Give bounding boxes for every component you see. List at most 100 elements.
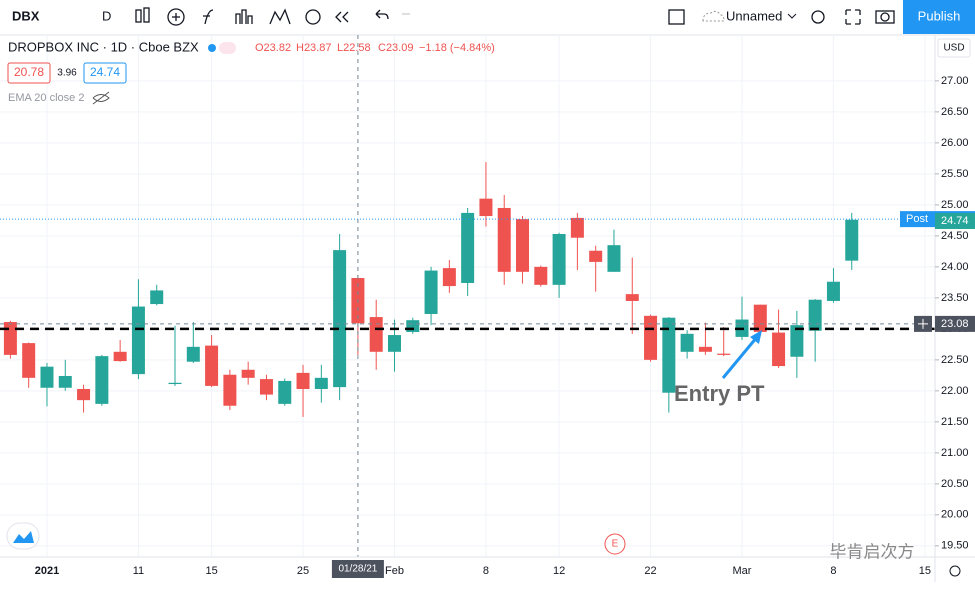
crosshair-y-label: 23.08 (941, 318, 969, 330)
last-price-label: 24.74 (941, 215, 969, 227)
candle-body (717, 353, 731, 355)
interval[interactable]: D (102, 8, 111, 23)
candle-body (442, 268, 456, 287)
candle-body (387, 335, 401, 352)
candle-body (259, 379, 273, 395)
candle-body (131, 306, 145, 375)
x-tick-label: 15 (919, 565, 931, 577)
candle-body (772, 332, 786, 367)
x-tick-label: 2021 (35, 565, 59, 577)
candle-body (625, 294, 639, 301)
y-tick-label: 22.50 (941, 354, 969, 366)
post-tag-box (900, 211, 935, 228)
candle-body (461, 212, 475, 283)
crosshair-y-box (935, 315, 975, 332)
last-price-box (935, 212, 975, 229)
candle-body (77, 388, 91, 401)
y-tick-label: 26.00 (941, 137, 969, 149)
candle-body (333, 250, 347, 388)
currency-box[interactable] (937, 38, 971, 58)
dropdown-icon[interactable] (787, 13, 797, 19)
candle-body (516, 219, 530, 272)
crosshair-x-box (331, 560, 384, 578)
event-marker[interactable] (604, 533, 626, 555)
status-badge (219, 42, 236, 54)
candle-body (406, 320, 420, 332)
y-tick-label: 20.00 (941, 509, 969, 521)
x-tick-label: Feb (385, 565, 404, 577)
post-tag: Post (906, 213, 928, 225)
candle-body (223, 374, 237, 406)
settings-icon[interactable] (949, 565, 961, 577)
toolbar (0, 0, 975, 35)
annotation: Entry PT (674, 381, 765, 406)
candle-body (150, 290, 164, 305)
candle-body (552, 234, 566, 285)
y-tick-label: 26.50 (941, 106, 969, 118)
candle-body (424, 270, 438, 314)
hide-icon[interactable] (92, 91, 110, 105)
y-tick-label: 24.00 (941, 261, 969, 273)
y-tick-label: 20.50 (941, 478, 969, 490)
candle-body (698, 346, 712, 352)
candle-body (168, 382, 182, 385)
legend-close: C23.09 (378, 42, 413, 54)
candle-body (241, 369, 255, 378)
legend-high: H23.87 (296, 42, 331, 54)
publish-label[interactable]: Publish (918, 8, 961, 23)
x-tick-label: 15 (205, 565, 217, 577)
candle-body (753, 304, 767, 332)
x-tick-label: 25 (297, 565, 309, 577)
candle-body (589, 250, 603, 262)
x-tick-label: 22 (644, 565, 656, 577)
publish-button[interactable] (903, 0, 975, 34)
logo-mark (13, 531, 34, 543)
candle-body (40, 366, 54, 388)
layout-name[interactable]: Unnamed (726, 8, 782, 23)
candle-body (22, 343, 36, 378)
legend-title: DROPBOX INC · 1D · Cboe BZX (8, 39, 199, 54)
x-tick-label: 12 (553, 565, 565, 577)
crosshair-x-label: 01/28/21 (338, 564, 377, 575)
indicator-label: EMA 20 close 2 (8, 92, 84, 104)
candle-body (826, 281, 840, 301)
candle-body (497, 207, 511, 272)
x-tick-label: 11 (133, 565, 144, 577)
legend-open: O23.82 (255, 42, 291, 54)
ask-box[interactable] (83, 62, 127, 84)
status-dot (208, 44, 216, 52)
candle-body (278, 380, 292, 404)
candle-body (314, 377, 328, 389)
candle-body (186, 346, 200, 362)
x-tick-label: 8 (483, 565, 489, 577)
y-tick-label: 21.50 (941, 416, 969, 428)
candle-body (205, 345, 219, 386)
spread: 3.96 (57, 68, 77, 79)
legend-low: L22.58 (337, 42, 371, 54)
currency: USD (943, 43, 964, 54)
toolbar-icons[interactable] (135, 7, 895, 26)
annotation-arrowhead (750, 330, 762, 344)
y-tick-label: 25.00 (941, 199, 969, 211)
candle-body (662, 317, 676, 393)
bid-box[interactable] (7, 62, 51, 84)
candle-body (808, 299, 822, 331)
candle-body (845, 219, 859, 261)
candle-body (95, 356, 109, 404)
symbol[interactable]: DBX (12, 8, 40, 23)
legend-change: −1.18 (−4.84%) (419, 42, 495, 54)
candle-body (607, 245, 621, 272)
crosshair-plus (918, 318, 928, 329)
x-tick-label: 8 (830, 565, 836, 577)
y-tick-label: 19.50 (941, 540, 969, 552)
y-tick-label: 22.00 (941, 385, 969, 397)
candle-body (3, 322, 17, 355)
watermark: 毕肯启次方 (830, 542, 915, 561)
candle-body (296, 372, 310, 389)
y-tick-label: 24.50 (941, 230, 969, 242)
candle-body (570, 217, 584, 238)
candle-body (369, 317, 383, 352)
y-tick-label: 25.50 (941, 168, 969, 180)
